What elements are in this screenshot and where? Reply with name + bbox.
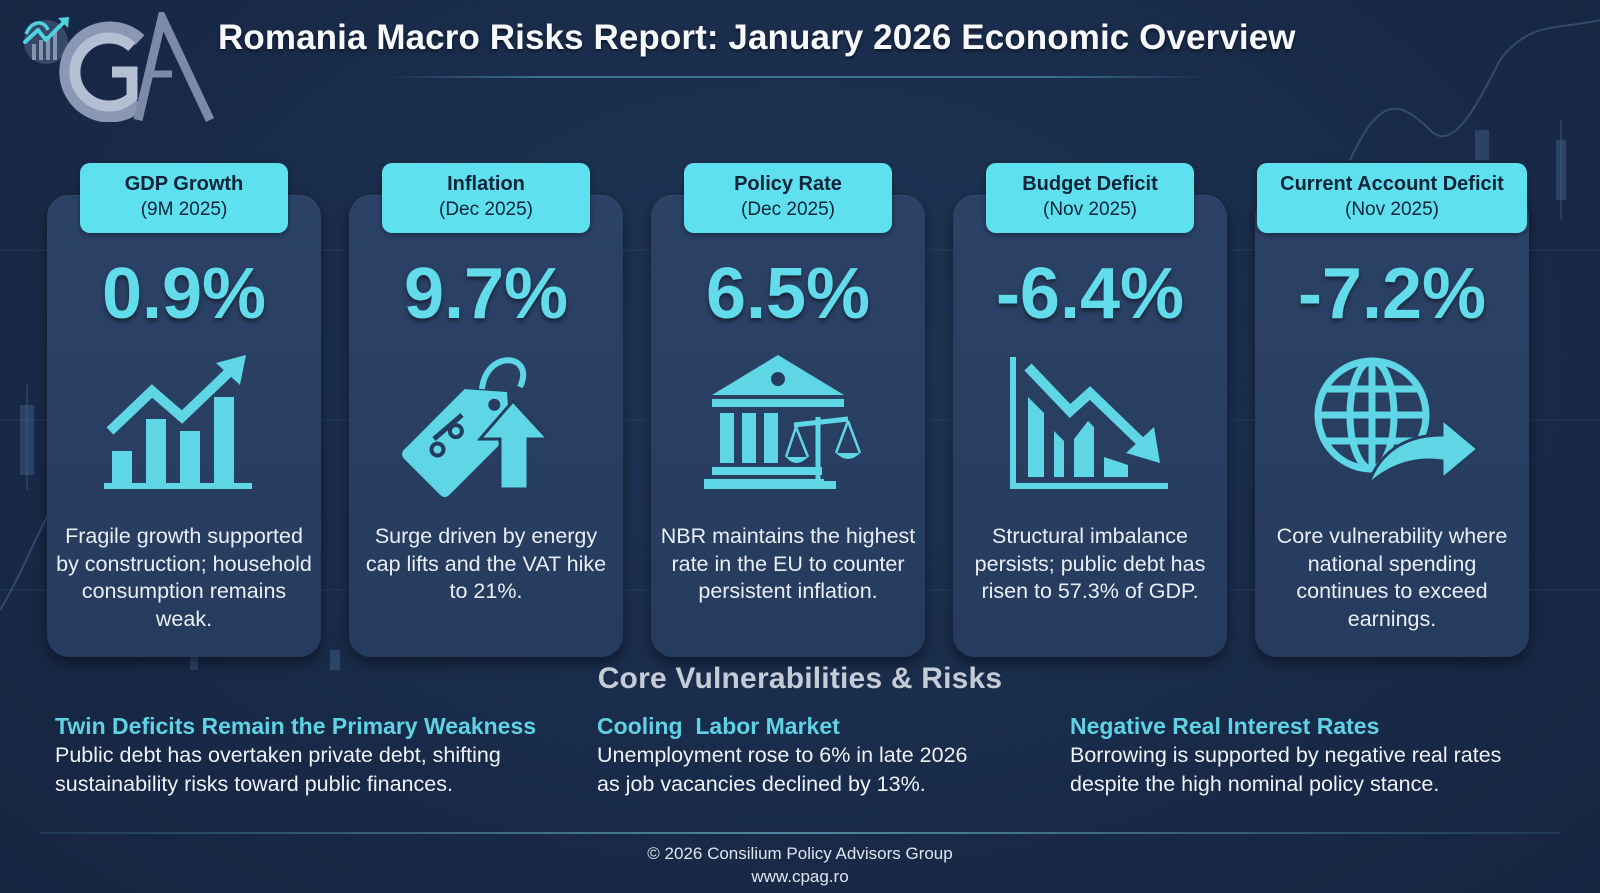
card-gdp-growth: GDP Growth (9M 2025) 0.9% Fragile growth… [47, 163, 321, 657]
title-divider [380, 76, 1210, 78]
card-description: Core vulnerability where national spendi… [1276, 524, 1508, 631]
indicator-cards: GDP Growth (9M 2025) 0.9% Fragile growth… [47, 163, 1557, 658]
risk-item-labor-market: Cooling Labor Market Unemployment rose t… [597, 713, 968, 798]
card-label: Current Account Deficit [1280, 173, 1504, 195]
card-header: Budget Deficit (Nov 2025) [986, 163, 1194, 233]
card-label: Policy Rate [734, 173, 842, 195]
bank-scales-icon [704, 355, 862, 489]
card-label: Inflation [447, 173, 525, 195]
card-description: Fragile growth supported by construction… [56, 524, 312, 631]
card-description: Surge driven by energy cap lifts and the… [365, 524, 607, 603]
card-header: Policy Rate (Dec 2025) [684, 163, 892, 233]
card-value: 6.5% [705, 254, 871, 334]
footer-divider [40, 832, 1560, 834]
card-period: (Dec 2025) [741, 199, 835, 220]
card-description: NBR maintains the highest rate in the EU… [660, 524, 916, 603]
risk-item-twin-deficits: Twin Deficits Remain the Primary Weaknes… [55, 713, 536, 798]
rising-bar-chart-icon [104, 355, 252, 489]
card-header: Inflation (Dec 2025) [382, 163, 590, 233]
card-label: Budget Deficit [1022, 173, 1158, 195]
risk-body-line: despite the high nominal policy stance. [1070, 772, 1440, 796]
card-period: (Nov 2025) [1345, 199, 1439, 220]
card-period: (9M 2025) [140, 199, 228, 220]
card-value: 0.9% [101, 254, 267, 334]
header: Romania Macro Risks Report: January 2026… [0, 0, 1600, 130]
ga-logo-icon [23, 12, 215, 122]
risk-body-line: Public debt has overtaken private debt, … [55, 743, 501, 767]
risk-title: Negative Real Interest Rates [1070, 713, 1380, 739]
footer-copyright: © 2026 Consilium Policy Advisors Group [647, 844, 953, 863]
card-description: Structural imbalance persists; public de… [974, 524, 1206, 603]
risk-title: Cooling Labor Market [597, 713, 840, 739]
card-value: -6.4% [995, 254, 1185, 334]
card-policy-rate: Policy Rate (Dec 2025) 6.5% [651, 163, 925, 657]
risk-body-line: Unemployment rose to 6% in late 2026 [597, 743, 968, 767]
card-label: GDP Growth [124, 173, 244, 195]
risks-section-title: Core Vulnerabilities & Risks [597, 662, 1003, 695]
risk-body-line: sustainability risks toward public finan… [55, 772, 453, 796]
risk-title: Twin Deficits Remain the Primary Weaknes… [55, 713, 537, 739]
card-current-account-deficit: Current Account Deficit (Nov 2025) -7.2%… [1255, 163, 1529, 657]
card-budget-deficit: Budget Deficit (Nov 2025) -6.4% Structur… [953, 163, 1227, 657]
risk-body-line: as job vacancies declined by 13%. [597, 772, 926, 796]
footer-website-link[interactable]: www.cpag.ro [751, 867, 849, 886]
risk-item-negative-real-rates: Negative Real Interest Rates Borrowing i… [1070, 713, 1501, 798]
card-period: (Dec 2025) [439, 199, 533, 220]
risk-body-line: Borrowing is supported by negative real … [1070, 743, 1502, 767]
card-inflation: Inflation (Dec 2025) 9.7% Surge driven b… [349, 163, 623, 657]
page-title: Romania Macro Risks Report: January 2026… [218, 18, 1296, 57]
card-value: 9.7% [403, 254, 569, 334]
card-header: Current Account Deficit (Nov 2025) [1257, 163, 1527, 233]
card-period: (Nov 2025) [1043, 199, 1137, 220]
price-tag-up-arrow-icon [402, 357, 552, 497]
card-header: GDP Growth (9M 2025) [80, 163, 288, 233]
card-value: -7.2% [1297, 254, 1487, 334]
falling-bar-chart-icon [1010, 357, 1168, 489]
globe-outflow-arrow-icon [1314, 357, 1481, 487]
